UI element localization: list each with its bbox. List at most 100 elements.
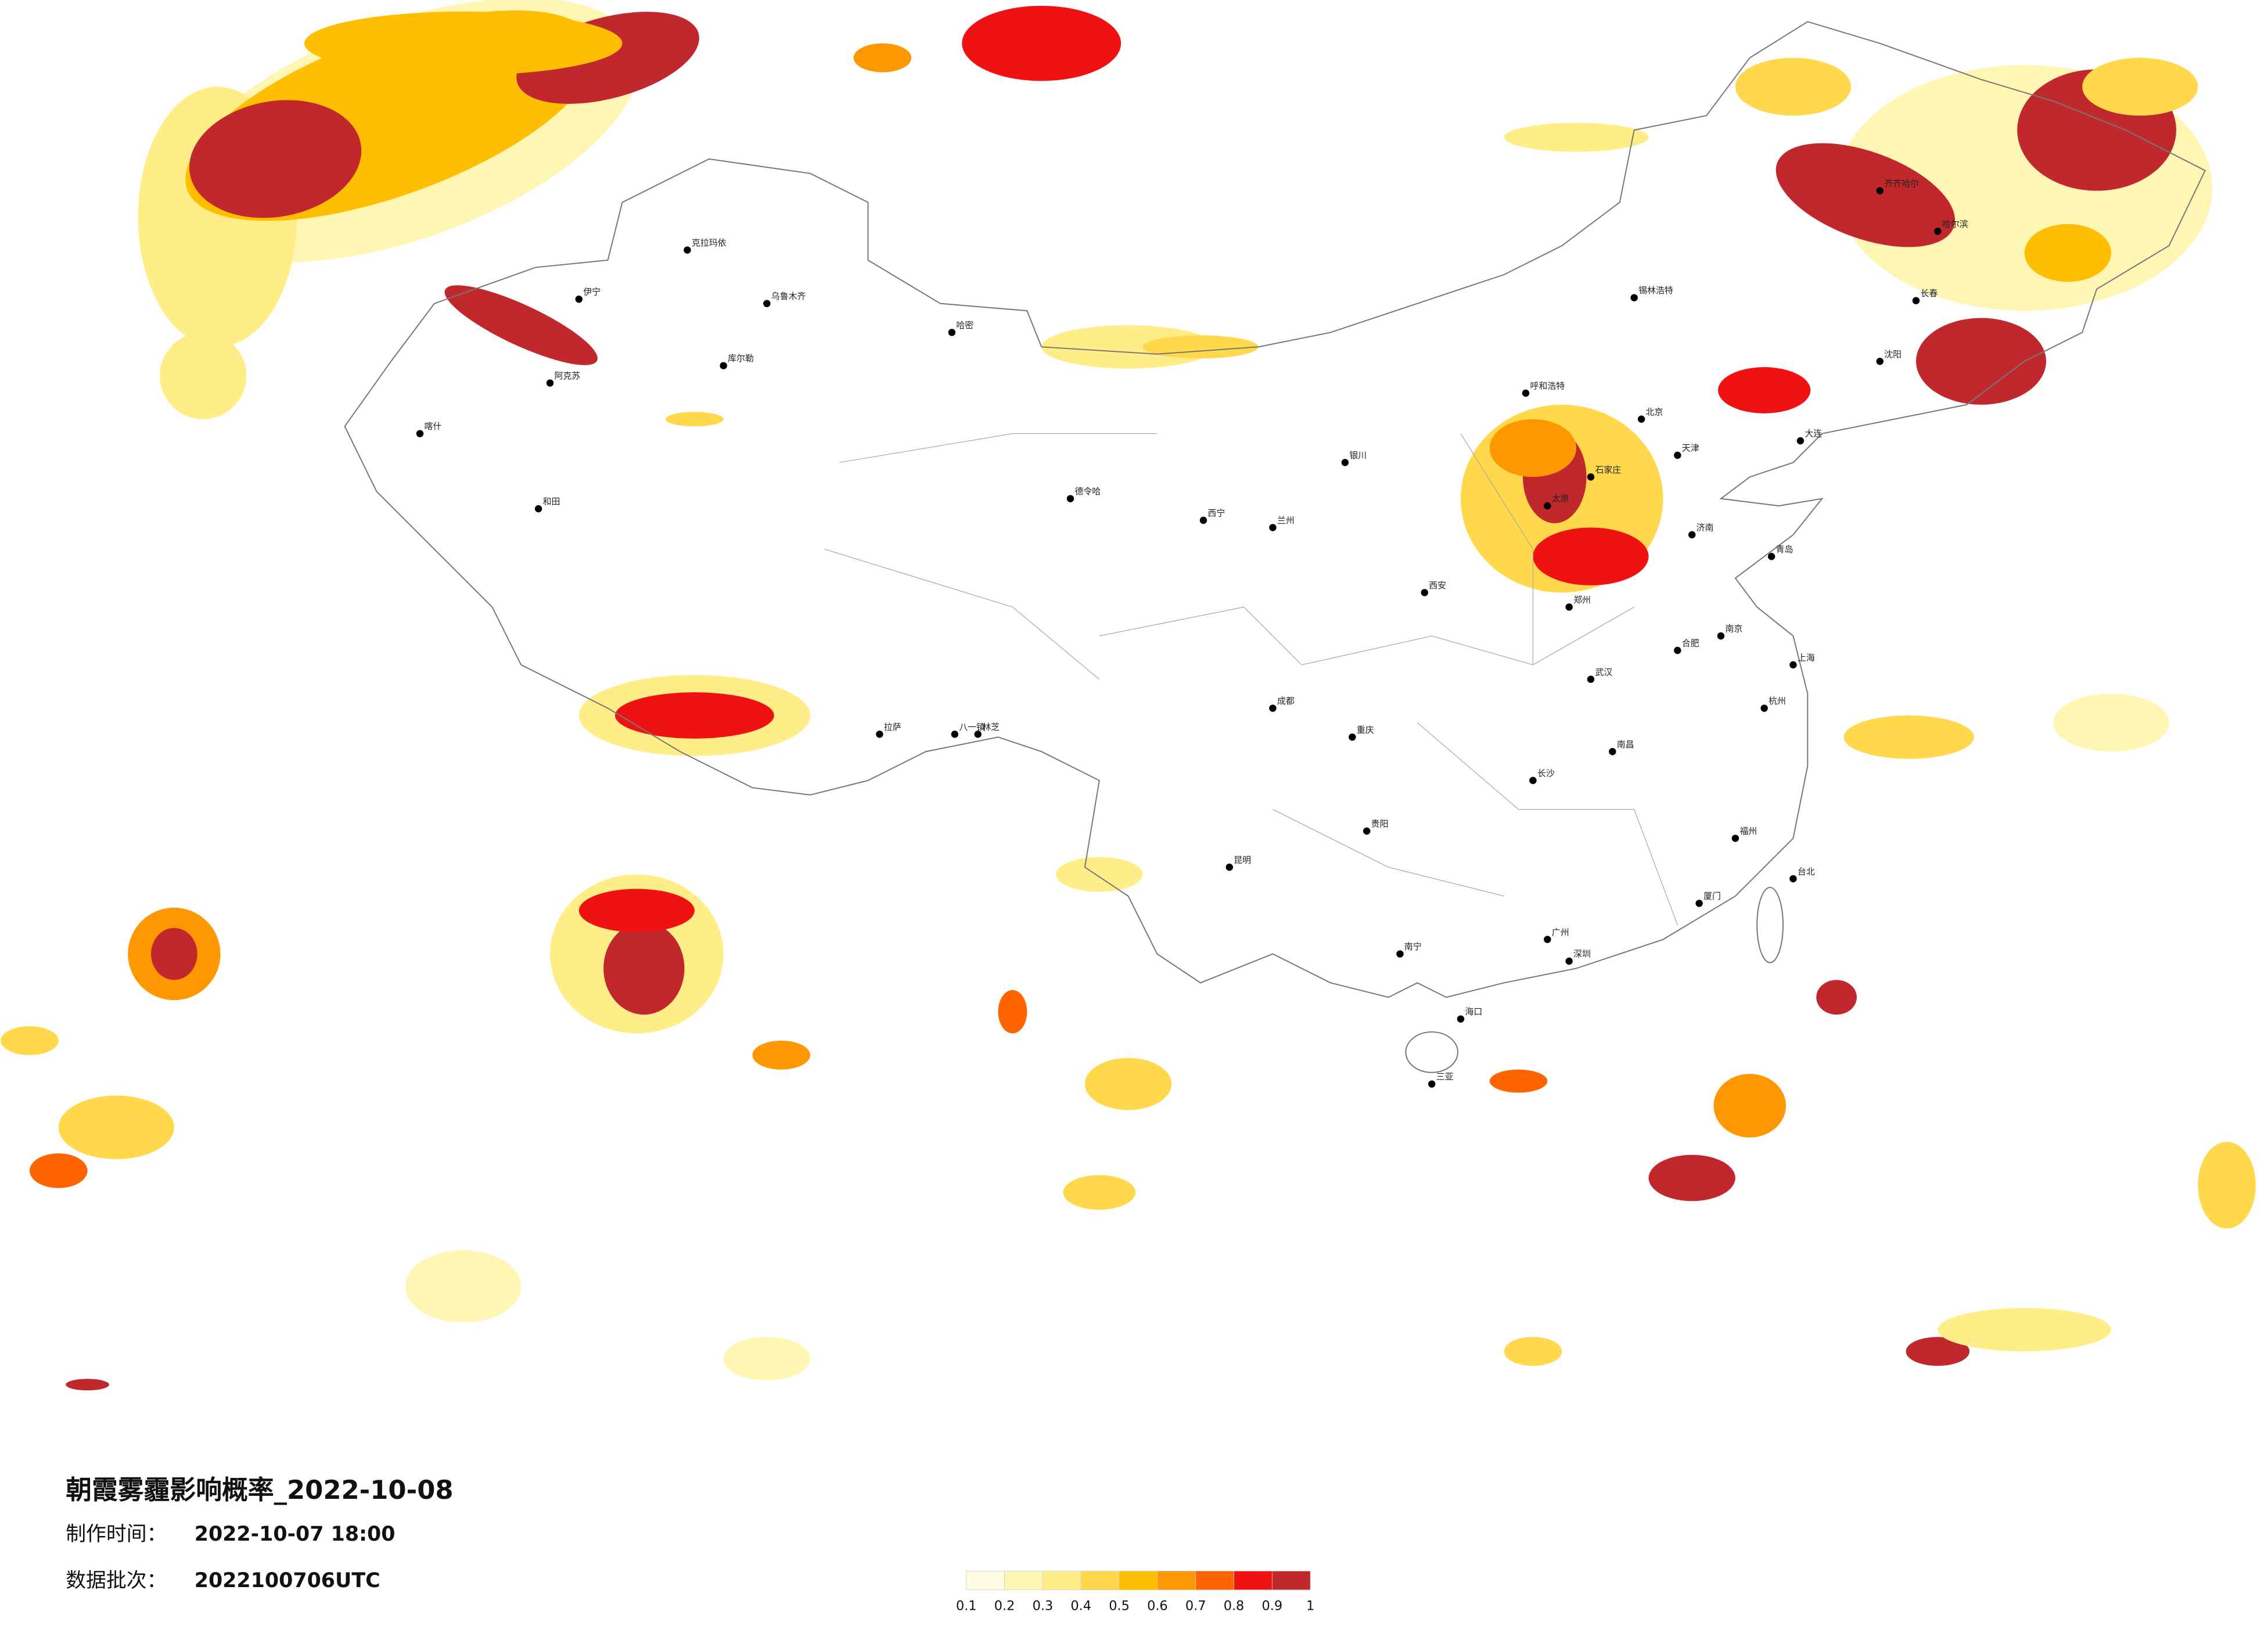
city-label: 济南 [1696, 522, 1714, 533]
haze-area [2053, 693, 2169, 752]
city-dot [1587, 675, 1595, 683]
legend-tick-label: 0.1 [956, 1599, 977, 1614]
city-label: 呼和浩特 [1530, 381, 1565, 391]
city-label: 喀什 [424, 421, 441, 431]
haze-area [151, 927, 197, 980]
city-dot [1066, 495, 1074, 502]
city-label: 昆明 [1234, 855, 1251, 865]
city-label: 林芝 [982, 722, 1000, 732]
city-dot [1934, 228, 1942, 235]
city-label: 南宁 [1404, 941, 1422, 952]
haze-area [1843, 715, 1974, 759]
legend: 0.1 0.2 0.3 0.4 0.5 0.6 0.7 0.8 0.9 1 [956, 1571, 1314, 1614]
haze-area [58, 1095, 174, 1160]
legend-swatch [1195, 1571, 1234, 1591]
haze-area [159, 332, 247, 419]
city-label: 大连 [1805, 429, 1822, 439]
city-dot [1225, 864, 1233, 871]
haze-area [1718, 367, 1811, 413]
city-label: 厦门 [1703, 891, 1721, 901]
legend-swatch [1043, 1571, 1081, 1591]
legend-swatch [1157, 1571, 1196, 1591]
city-dot [720, 362, 727, 369]
legend-tick-label: 1 [1306, 1599, 1314, 1614]
city-dot [763, 300, 771, 307]
city-label: 深圳 [1573, 949, 1591, 959]
city-label: 锡林浩特 [1638, 285, 1673, 296]
haze-area [614, 692, 774, 739]
city-label: 太原 [1552, 494, 1569, 504]
china-outline [344, 21, 2206, 998]
haze-area [998, 990, 1027, 1034]
haze-area [1775, 143, 1956, 247]
city-dot [1396, 950, 1404, 958]
city-dot [1341, 459, 1349, 466]
city-dot [1695, 900, 1703, 907]
city-label: 重庆 [1357, 725, 1374, 735]
city-dot [1522, 389, 1530, 397]
city-dot [1767, 553, 1775, 560]
city-label: 合肥 [1682, 638, 1699, 649]
city-dot [1796, 437, 1805, 445]
city-dot [1760, 704, 1768, 712]
haze-area [1041, 325, 1215, 369]
city-label: 北京 [1646, 406, 1663, 417]
city-dot [1529, 776, 1537, 785]
haze-area [444, 285, 598, 365]
city-label: 哈尔滨 [1942, 219, 1968, 229]
haze-area [2198, 1142, 2256, 1229]
haze-area [1735, 57, 1851, 116]
city-label: 三亚 [1436, 1071, 1454, 1082]
city-label: 长沙 [1537, 768, 1555, 779]
legend-tick-label: 0.8 [1224, 1599, 1245, 1614]
city-label: 南京 [1725, 624, 1742, 634]
haze-area [1533, 527, 1649, 585]
legend-tick-label: 0.5 [1109, 1599, 1130, 1614]
haze-area [1063, 1175, 1135, 1210]
city-label: 郑州 [1573, 595, 1591, 605]
haze-area [189, 100, 362, 218]
haze-area [1504, 123, 1649, 152]
production-time-label: 制作时间： [66, 1523, 167, 1546]
city-label: 和田 [543, 497, 560, 507]
legend-swatch [1004, 1571, 1043, 1591]
haze-area [1, 1026, 59, 1055]
haze-area [66, 1379, 109, 1391]
city-label: 成都 [1277, 696, 1295, 706]
city-dot [1544, 502, 1551, 510]
city-dot [1565, 957, 1573, 965]
city-dot [1674, 646, 1681, 654]
haze-area [1915, 318, 2046, 405]
city-dot [684, 246, 691, 254]
haze-area [723, 1337, 810, 1380]
province-lines [824, 433, 1678, 926]
city-dot [951, 731, 959, 738]
haze-area [752, 1041, 810, 1070]
haze-area [304, 11, 623, 75]
production-time: 2022-10-07 18:00 [195, 1523, 396, 1546]
city-label: 兰州 [1277, 515, 1295, 526]
city-label: 乌鲁木齐 [771, 291, 806, 301]
legend-swatch [1080, 1571, 1120, 1591]
city-dot [1565, 603, 1573, 611]
city-dot [974, 731, 982, 738]
city-label: 西宁 [1207, 508, 1225, 519]
haze-area [1489, 1069, 1548, 1093]
city-dot [1609, 748, 1616, 756]
haze-area [1084, 1057, 1172, 1110]
city-dot [1363, 827, 1371, 835]
city-dot [1637, 415, 1645, 423]
city-label: 南昌 [1617, 739, 1634, 750]
city-dot [1789, 661, 1797, 669]
haze-area [578, 888, 695, 933]
haze-area [1504, 1337, 1562, 1366]
city-dot [1587, 473, 1595, 481]
taiwan [1756, 887, 1784, 963]
haze-area [1906, 1337, 1970, 1366]
haze-area [962, 5, 1122, 81]
city-label: 沈阳 [1884, 349, 1902, 359]
haze-area [2024, 224, 2111, 282]
haze-area [603, 922, 685, 1015]
city-label: 拉萨 [884, 722, 901, 732]
